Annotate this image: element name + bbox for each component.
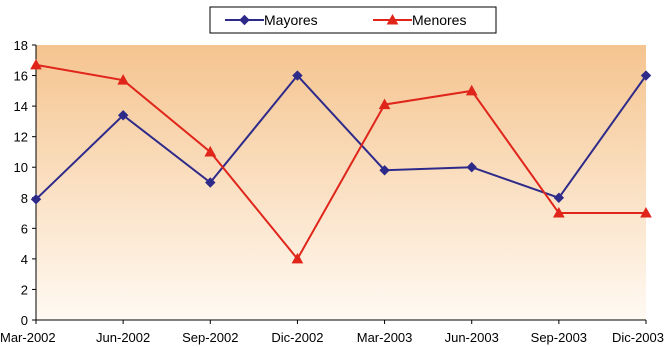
y-tick-label: 4	[21, 252, 28, 267]
y-tick-label: 0	[21, 313, 28, 328]
data-point-mayores	[379, 165, 390, 176]
data-point-menores	[30, 58, 42, 70]
legend-item-menores: Menores	[373, 12, 466, 28]
data-point-menores	[117, 74, 129, 85]
y-tick-label: 16	[14, 69, 28, 84]
data-point-mayores	[466, 162, 477, 173]
data-point-menores	[465, 84, 478, 96]
data-point-mayores	[30, 194, 42, 205]
x-tick-label: Sep-2002	[182, 330, 238, 345]
legend: Mayores Menores	[209, 6, 497, 34]
data-point-menores	[640, 207, 652, 218]
series-layer	[30, 58, 652, 264]
x-tick-label: Dic-2003	[612, 330, 664, 345]
data-point-menores	[378, 98, 391, 110]
data-point-menores	[553, 207, 565, 218]
x-tick-label: Mar-2003	[357, 330, 413, 345]
legend-label-mayores: Mayores	[264, 12, 318, 28]
x-tick-label: Jun-2003	[445, 330, 499, 345]
legend-marker-menores	[386, 13, 399, 25]
data-point-mayores	[292, 70, 303, 81]
x-axis-ticks: Mar-2002 Jun-2002 Sep-2002 Dic-2002 Mar-2003…	[0, 320, 664, 345]
data-point-menores	[204, 145, 217, 157]
y-tick-label: 6	[21, 221, 28, 236]
y-tick-label: 14	[14, 99, 28, 114]
y-tick-label: 18	[14, 38, 28, 53]
data-point-mayores	[117, 110, 129, 121]
y-tick-label: 8	[21, 191, 28, 206]
y-tick-label: 10	[14, 160, 28, 175]
data-point-mayores	[553, 192, 565, 203]
y-axis-ticks: 0 2 4 6 8 10 12 14 16 18	[14, 38, 36, 328]
x-tick-label: Mar-2002	[0, 330, 56, 345]
data-point-menores	[291, 252, 304, 264]
legend-label-menores: Menores	[412, 12, 466, 28]
data-point-mayores	[205, 177, 216, 188]
legend-marker-mayores	[239, 14, 250, 26]
x-tick-label: Sep-2003	[531, 330, 587, 345]
legend-item-mayores: Mayores	[225, 12, 318, 28]
series-line-menores	[35, 63, 646, 261]
y-tick-label: 2	[21, 282, 28, 297]
x-tick-label: Jun-2002	[96, 330, 150, 345]
data-point-mayores	[640, 70, 652, 81]
y-tick-label: 12	[14, 130, 28, 145]
x-tick-label: Dic-2002	[271, 330, 323, 345]
